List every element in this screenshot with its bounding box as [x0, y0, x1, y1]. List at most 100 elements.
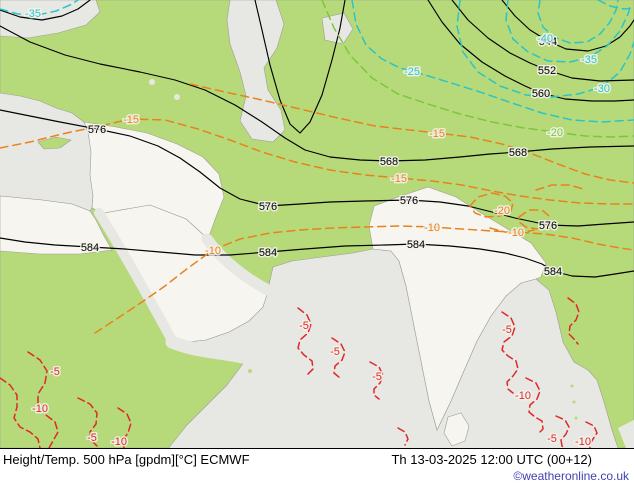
persian-gulf — [201, 233, 274, 296]
height-contour-544 — [501, 0, 634, 52]
contour-label: -35 — [25, 8, 41, 20]
height-contour-552 — [451, 0, 634, 82]
island-cyprus — [37, 136, 72, 150]
contour-label: -10 — [205, 245, 221, 257]
contour-label: -5 — [330, 346, 340, 358]
contour-label: 560 — [532, 88, 550, 100]
contour-label: 584 — [259, 247, 277, 259]
temp-contour-minus5-bengal-1 — [501, 311, 519, 394]
temp-contour-minus10-bengal-2 — [585, 421, 598, 448]
contour-label: -15 — [123, 114, 139, 126]
height-contour-560 — [427, 0, 634, 102]
product-title: Height/Temp. 500 hPa [gpdm][°C] ECMWF — [3, 452, 250, 467]
contour-label: -5 — [372, 371, 382, 383]
gulf-of-aden — [165, 335, 255, 365]
contour-label: -40 — [537, 33, 553, 45]
contour-label: 584 — [544, 266, 562, 278]
lake-urmia — [174, 94, 180, 100]
temp-contour-tibet-arc-1 — [535, 184, 587, 191]
temp-contour-minus5-bengal-2 — [555, 415, 570, 448]
country-egypt — [0, 195, 113, 255]
temp-contour-minus5-arabiansea-2 — [331, 337, 346, 379]
temp-contour-minus30 — [456, 0, 634, 98]
temp-contour-minus20-green — [321, 0, 634, 138]
temp-contour-corner-arc — [597, 0, 634, 10]
temp-contour-minus15-west — [0, 118, 634, 205]
country-fills-light — [0, 121, 547, 447]
temp-contour-minus25 — [351, 0, 634, 123]
contour-label: -35 — [581, 54, 597, 66]
temp-contour-minus10-bengal — [525, 377, 544, 435]
country-india-pakistan — [368, 186, 547, 431]
contour-label: -15 — [429, 128, 445, 140]
temperature-contours — [0, 0, 634, 448]
contour-label: -30 — [594, 83, 610, 95]
island-andaman-1 — [570, 384, 574, 388]
temp-contour-minus5-africa-2 — [77, 397, 100, 448]
temp-contour-minus15-north — [189, 83, 634, 184]
aral-sea — [321, 12, 354, 45]
height-contour-568 — [0, 25, 634, 162]
contour-label: -20 — [494, 205, 510, 217]
copyright-row: ©weatheronline.co.uk — [0, 467, 634, 483]
temp-contour-tibet-arc-2 — [489, 227, 535, 234]
contour-label: 576 — [400, 195, 418, 207]
height-contour-584 — [0, 237, 634, 278]
status-bar: Height/Temp. 500 hPa [gpdm][°C] ECMWF Th… — [0, 448, 634, 490]
temp-contour-tibet-closed-2 — [518, 209, 550, 230]
temp-contour-minus5-arabiansea-3 — [369, 361, 384, 400]
red-sea — [94, 208, 179, 349]
black-sea — [0, 0, 101, 39]
contour-label: -10 — [515, 390, 531, 402]
contour-label: -10 — [32, 403, 48, 415]
island-socotra — [248, 369, 252, 373]
contour-label: -15 — [391, 173, 407, 185]
temp-contour-minus5-africa-1 — [27, 351, 59, 448]
contour-label: 584 — [81, 242, 99, 254]
inland-seas — [0, 0, 634, 448]
copyright-link[interactable]: ©weatheronline.co.uk — [513, 469, 629, 483]
contour-label: 544 — [539, 36, 557, 48]
height-contour-552-northwest — [0, 0, 91, 21]
contour-label: -5 — [299, 320, 309, 332]
contour-label: -10 — [508, 227, 524, 239]
temp-contour-minus5-southtip — [397, 427, 409, 446]
islands — [37, 136, 578, 420]
temp-contour-minus40 — [537, 0, 619, 44]
contour-label: 568 — [509, 147, 527, 159]
temp-contour-minus10-africa — [0, 377, 41, 448]
contour-label: -25 — [404, 66, 420, 78]
height-contour-560-trough — [254, 0, 346, 134]
contour-label: -5 — [502, 324, 512, 336]
contour-label: -5 — [547, 433, 557, 445]
temp-contour-minus5-arabiansea-1 — [297, 307, 314, 376]
forecast-datetime: Th 13-03-2025 12:00 UTC (00+12) — [391, 452, 592, 467]
lake-van — [149, 79, 155, 85]
temp-contour-tibet-closed-1 — [469, 192, 514, 218]
height-contour-576 — [0, 109, 634, 227]
island-sri-lanka — [443, 412, 470, 447]
contour-label: -5 — [87, 432, 97, 444]
contour-label: -10 — [111, 436, 127, 448]
weather-map-svg: 544 552 560 568 568 576 576 576 576 584 584 584 584 -… — [0, 0, 634, 448]
contour-label: 568 — [380, 156, 398, 168]
gulf-of-thailand — [618, 420, 634, 448]
map-area: 544 552 560 568 568 576 576 576 576 584 584 584 584 -… — [0, 0, 634, 448]
island-andaman-2 — [572, 400, 576, 404]
contour-label: 576 — [539, 220, 557, 232]
contour-label: 584 — [407, 239, 425, 251]
island-andaman-3 — [574, 416, 578, 420]
height-contours — [0, 0, 634, 278]
status-row: Height/Temp. 500 hPa [gpdm][°C] ECMWF Th… — [0, 449, 634, 467]
contour-labels: 544 552 560 568 568 576 576 576 576 584 584 584 584 -… — [24, 7, 612, 449]
contour-label: -20 — [547, 127, 563, 139]
contour-label: -10 — [424, 222, 440, 234]
temp-contour-minus10 — [94, 225, 634, 334]
caspian-sea — [226, 0, 286, 143]
temp-contour-minus10-africa-2 — [117, 407, 132, 448]
contour-label: 576 — [259, 201, 277, 213]
contour-label: 576 — [88, 124, 106, 136]
temp-contour-minus35 — [505, 0, 632, 63]
temp-contour-minus5-myanmar — [567, 297, 580, 345]
